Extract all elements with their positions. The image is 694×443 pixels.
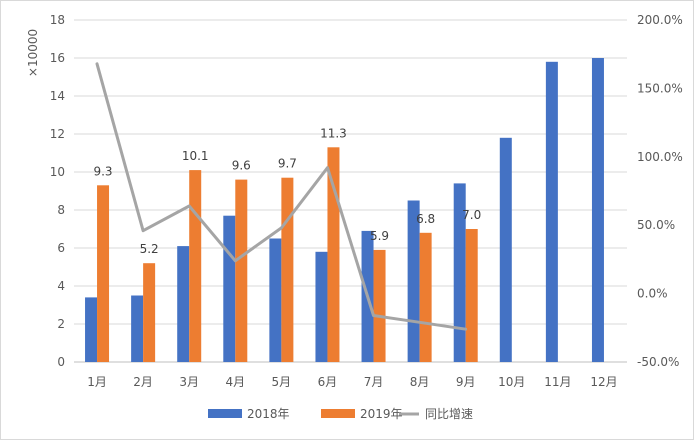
y-tick-label: 4	[57, 279, 65, 293]
bar-2019	[281, 177, 294, 362]
data-label-2019: 10.1	[182, 149, 209, 163]
x-tick-label: 12月	[590, 375, 617, 389]
bar-2018	[499, 137, 512, 362]
legend-2018-text: 2018年	[247, 407, 290, 421]
y2-tick-label: 50.0%	[637, 218, 675, 232]
bar-2018	[177, 246, 190, 362]
bar-2019	[465, 229, 478, 362]
x-tick-label: 9月	[456, 375, 476, 389]
x-axis: 1月 2月 3月 4月 5月 6月 7月 8月 9月 10月 11月 12月	[87, 375, 617, 389]
bar-2019	[327, 147, 340, 362]
y-tick-label: 6	[57, 241, 65, 255]
x-tick-label: 3月	[179, 375, 199, 389]
data-label-2019: 9.7	[278, 157, 297, 171]
bar-2018	[453, 183, 466, 362]
y-tick-label: 2	[57, 317, 65, 331]
data-label-2019: 7.0	[462, 208, 481, 222]
x-tick-label: 6月	[318, 375, 338, 389]
x-tick-label: 4月	[225, 375, 245, 389]
x-tick-label: 5月	[272, 375, 292, 389]
x-tick-label: 8月	[410, 375, 430, 389]
y-tick-label: 16	[50, 51, 65, 65]
legend-2019-text: 2019年	[360, 407, 403, 421]
y2-tick-label: 100.0%	[637, 150, 683, 164]
right-axis: -50.0% 0.0% 50.0% 100.0% 150.0% 200.0%	[637, 13, 683, 369]
y2-tick-label: -50.0%	[637, 355, 679, 369]
data-label-2019: 5.2	[140, 242, 159, 256]
legend-2018-swatch	[208, 409, 242, 418]
y-tick-label: 8	[57, 203, 65, 217]
y-tick-label: 10	[50, 165, 65, 179]
bar-2018	[223, 215, 236, 362]
y-tick-label: 18	[50, 13, 65, 27]
data-labels: 9.3 5.2 10.1 9.6 9.7 11.3 5.9 6.8 7.0	[93, 126, 481, 256]
y-tick-label: 12	[50, 127, 65, 141]
data-label-2019: 11.3	[320, 126, 347, 140]
bar-2019	[97, 185, 110, 362]
y-tick-label: 0	[57, 355, 65, 369]
bar-series	[85, 58, 604, 363]
bar-2018	[545, 61, 558, 363]
data-label-2019: 9.3	[93, 164, 112, 178]
x-tick-label: 2月	[133, 375, 153, 389]
bar-2019	[189, 170, 202, 362]
bar-2018	[131, 295, 144, 362]
legend-yoy-text: 同比增速	[425, 407, 473, 421]
bar-2018	[85, 297, 98, 362]
x-tick-label: 11月	[544, 375, 571, 389]
bar-2019	[373, 249, 386, 362]
bar-2018	[591, 58, 604, 362]
bar-2019	[419, 232, 432, 362]
bar-2018	[315, 251, 328, 362]
bar-2018	[269, 238, 282, 362]
data-label-2019: 9.6	[232, 159, 251, 173]
data-label-2019: 6.8	[416, 212, 435, 226]
left-axis: 0 2 4 6 8 10 12 14 16 18	[50, 13, 65, 369]
y2-tick-label: 200.0%	[637, 13, 683, 27]
x-tick-label: 10月	[498, 375, 525, 389]
y2-tick-label: 150.0%	[637, 81, 683, 95]
y2-tick-label: 0.0%	[637, 287, 668, 301]
y-unit-label: ×10000	[26, 29, 40, 77]
y-tick-label: 14	[50, 89, 65, 103]
legend-2019-swatch	[321, 409, 355, 418]
x-tick-label: 1月	[87, 375, 107, 389]
data-label-2019: 5.9	[370, 229, 389, 243]
gridlines	[74, 19, 627, 363]
bar-2019	[143, 263, 156, 362]
bar-2019	[235, 179, 248, 362]
x-tick-label: 7月	[364, 375, 384, 389]
legend: 2018年 2019年 同比增速	[208, 407, 473, 421]
line-yoy-growth	[95, 62, 468, 331]
line-series	[95, 62, 468, 331]
